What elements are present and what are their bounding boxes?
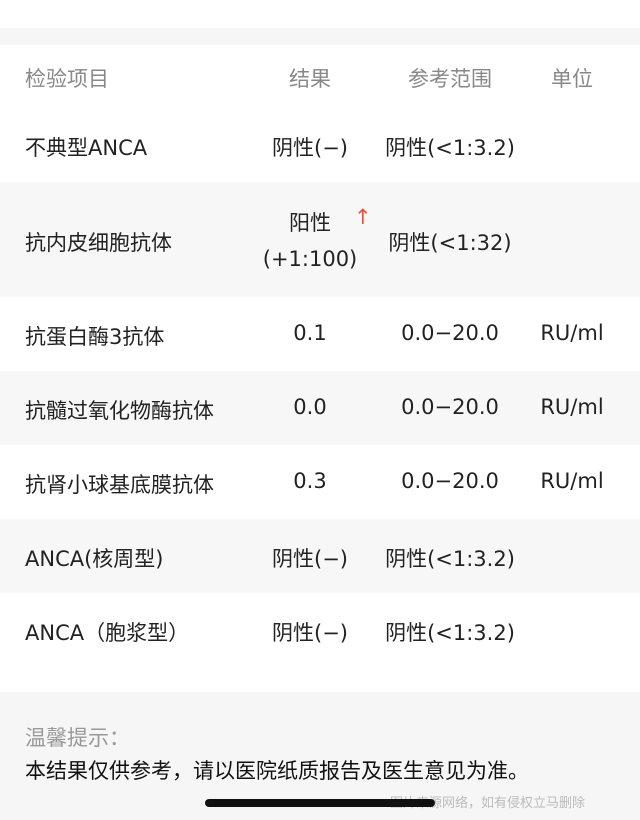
item-name: 不典型ANCA bbox=[25, 136, 148, 160]
unit: RU/ml bbox=[540, 469, 604, 493]
item-name: 抗肾小球基底膜抗体 bbox=[25, 473, 214, 497]
table-row: 不典型ANCA 阴性(−) 阴性(<1:3.2) bbox=[0, 108, 640, 182]
table-row: 抗髓过氧化物酶抗体 0.0 0.0−20.0 RU/ml bbox=[0, 371, 640, 445]
result: 阴性(−) bbox=[272, 621, 348, 645]
result: 0.3 bbox=[293, 469, 327, 493]
header-cell: 单位 bbox=[551, 67, 593, 91]
item-name: 抗内皮细胞抗体 bbox=[25, 230, 172, 255]
table-row: ANCA（胞浆型） 阴性(−) 阴性(<1:3.2) bbox=[0, 593, 640, 667]
home-indicator bbox=[205, 799, 435, 807]
result: 0.1 bbox=[293, 321, 327, 345]
item-name: ANCA（胞浆型） bbox=[25, 621, 190, 645]
header-cell: 结果 bbox=[289, 67, 331, 91]
watermark: 图片来源网络，如有侵权立马删除 bbox=[390, 796, 586, 811]
top-band bbox=[0, 28, 640, 45]
note-text: 本结果仅供参考，请以医院纸质报告及医生意见为准。 bbox=[25, 759, 529, 783]
result: 0.0 bbox=[293, 395, 327, 419]
unit: RU/ml bbox=[540, 395, 604, 419]
result-note: (+1:100) bbox=[262, 246, 358, 271]
note-box: 温馨提示： 本结果仅供参考，请以医院纸质报告及医生意见为准。 图片来源网络，如有… bbox=[0, 692, 640, 820]
item-name: ANCA(核周型) bbox=[25, 547, 164, 571]
reference-range: 阴性(<1:3.2) bbox=[385, 547, 515, 571]
table-row: ANCA(核周型) 阴性(−) 阴性(<1:3.2) bbox=[0, 519, 640, 593]
header-cell: 参考范围 bbox=[408, 67, 492, 91]
reference-range: 阴性(<1:3.2) bbox=[385, 136, 515, 160]
header-row: 检验项目 结果 参考范围 单位 bbox=[0, 45, 640, 109]
result: 阴性(−) bbox=[272, 547, 348, 571]
result: 阴性(−) bbox=[272, 136, 348, 160]
reference-range: 0.0−20.0 bbox=[401, 321, 499, 345]
table-row: 抗肾小球基底膜抗体 0.3 0.0−20.0 RU/ml bbox=[0, 445, 640, 519]
reference-range: 阴性(<1:32) bbox=[388, 230, 512, 255]
item-name: 抗髓过氧化物酶抗体 bbox=[25, 399, 214, 423]
unit: RU/ml bbox=[540, 321, 604, 345]
note-title: 温馨提示： bbox=[25, 726, 130, 750]
reference-range: 0.0−20.0 bbox=[401, 469, 499, 493]
header-cell: 检验项目 bbox=[25, 67, 109, 91]
reference-range: 阴性(<1:3.2) bbox=[385, 621, 515, 645]
result: 阳性 bbox=[289, 210, 331, 235]
reference-range: 0.0−20.0 bbox=[401, 395, 499, 419]
table-row: 抗蛋白酶3抗体 0.1 0.0−20.0 RU/ml bbox=[0, 297, 640, 371]
abnormal-flag: ↑ bbox=[354, 204, 372, 229]
item-name: 抗蛋白酶3抗体 bbox=[25, 325, 165, 349]
table-row: 抗内皮细胞抗体 阳性 ↑ (+1:100) 阴性(<1:32) bbox=[0, 182, 640, 297]
